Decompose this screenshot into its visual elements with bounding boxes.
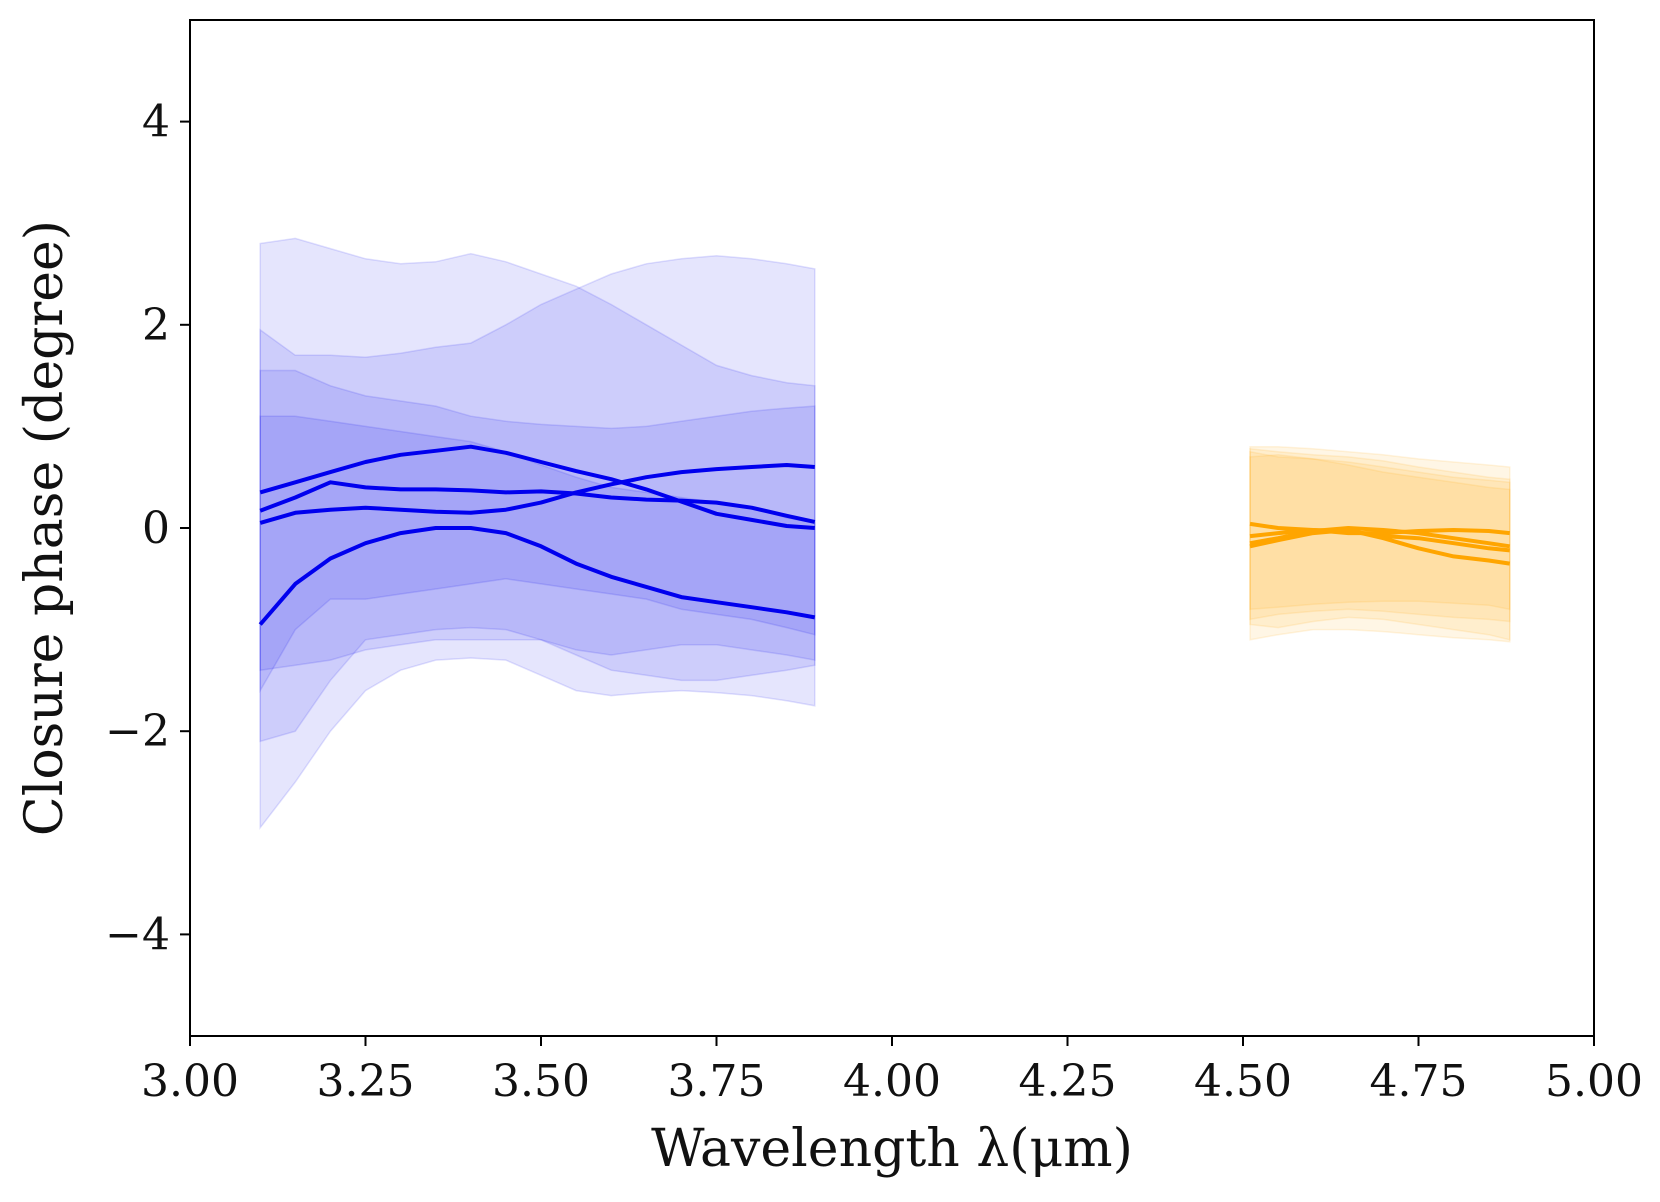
- x-tick-label: 3.75: [668, 1056, 766, 1107]
- orange_band-4-line: [1249, 528, 1511, 566]
- orange_band-1-line: [1249, 521, 1510, 536]
- y-tick-label: 4: [142, 97, 170, 148]
- blue_band-3-line: [259, 463, 815, 525]
- x-tick-label: 3.00: [141, 1056, 239, 1107]
- blue_band-4-line: [258, 526, 816, 626]
- x-tick-label: 4.00: [843, 1056, 941, 1107]
- orange_band-2-line: [1249, 528, 1510, 553]
- y-tick-label: −4: [105, 909, 170, 960]
- orange_band-4-uncertainty: [1249, 447, 1511, 641]
- uncertainty-bands: [259, 237, 1511, 830]
- blue_band-2-line: [259, 480, 816, 524]
- orange_band-3-uncertainty: [1249, 454, 1511, 643]
- blue_band-3-uncertainty: [259, 369, 816, 743]
- x-axis-title: Wavelength λ(μm): [651, 1119, 1133, 1179]
- x-tick-label: 3.50: [492, 1056, 590, 1107]
- x-axis-ticks: 3.00 3.25 3.50 3.75 4.00 4.25 4.50 4.75 5.00: [141, 1036, 1643, 1107]
- x-tick-label: 4.75: [1370, 1056, 1468, 1107]
- y-tick-label: 2: [142, 300, 170, 351]
- x-tick-label: 5.00: [1545, 1056, 1643, 1107]
- blue_band-4-uncertainty: [259, 415, 816, 830]
- x-tick-label: 4.50: [1194, 1056, 1292, 1107]
- blue_band-1-line: [259, 444, 815, 530]
- y-tick-label: −2: [105, 706, 170, 757]
- x-tick-label: 4.25: [1019, 1056, 1117, 1107]
- y-axis-title: Closure phase (degree): [15, 220, 75, 836]
- y-tick-label: 0: [142, 503, 170, 554]
- x-tick-label: 3.25: [317, 1056, 415, 1107]
- y-axis-ticks: −4 −2 0 2 4: [105, 97, 190, 960]
- blue_band-2-uncertainty: [259, 237, 816, 672]
- blue_band-1-uncertainty: [259, 254, 816, 694]
- series-lines: [258, 444, 1511, 626]
